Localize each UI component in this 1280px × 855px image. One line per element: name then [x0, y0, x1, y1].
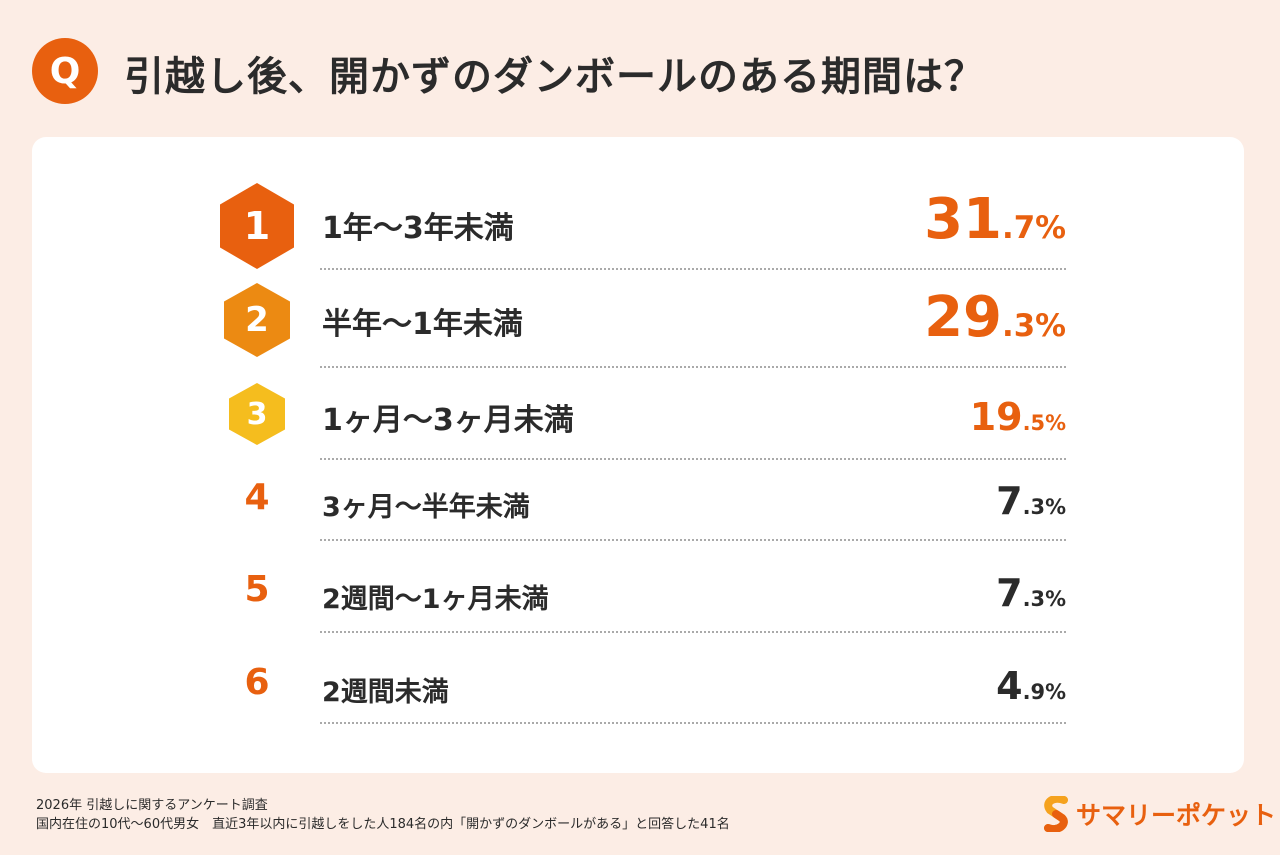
period-label: 3ヶ月〜半年未満 — [322, 492, 530, 523]
percent-value: 31.7% — [924, 187, 1066, 252]
brand-logo: サマリーポケット — [1042, 796, 1276, 832]
rank-number: 5 — [244, 569, 270, 610]
rank-3-hexagon: 3 — [229, 383, 285, 445]
percent-value: 7.3% — [996, 571, 1066, 615]
percent-value: 7.3% — [996, 479, 1066, 523]
ranking-row-2: 2 半年〜1年未満 29.3% — [32, 283, 1244, 357]
q-icon: Q — [32, 38, 98, 104]
percent-value: 4.9% — [996, 664, 1066, 708]
logo-s-icon — [1044, 796, 1068, 832]
rank-1-hexagon: 1 — [220, 183, 294, 269]
period-label: 1ヶ月〜3ヶ月未満 — [322, 403, 574, 438]
footnote-line-2: 国内在住の10代〜60代男女 直近3年以内に引越しをした人184名の内「開かずの… — [36, 817, 730, 832]
ranking-row-1: 1 1年〜3年未満 31.7% — [32, 183, 1244, 269]
ranking-row-5: 5 2週間〜1ヶ月未満 7.3% — [32, 569, 1244, 615]
ranking-row-6: 6 2週間未満 4.9% — [32, 662, 1244, 708]
period-label: 2週間〜1ヶ月未満 — [322, 584, 549, 615]
footnote-line-1: 2026年 引越しに関するアンケート調査 — [36, 798, 268, 813]
ranking-card: 1 1年〜3年未満 31.7% 2 半年〜1年未満 29.3% 3 1ヶ月〜3ヶ… — [32, 137, 1244, 773]
divider — [320, 539, 1066, 541]
divider — [320, 631, 1066, 633]
percent-value: 29.3% — [924, 285, 1066, 350]
divider — [320, 268, 1066, 270]
ranking-row-4: 4 3ヶ月〜半年未満 7.3% — [32, 477, 1244, 523]
logo-text: サマリーポケット — [1076, 801, 1277, 830]
survey-footnote: 2026年 引越しに関するアンケート調査 国内在住の10代〜60代男女 直近3年… — [36, 796, 730, 834]
divider — [320, 722, 1066, 724]
rank-2-hexagon: 2 — [224, 283, 290, 357]
rank-number: 6 — [244, 662, 270, 703]
rank-number: 4 — [244, 477, 270, 518]
percent-value: 19.5% — [969, 395, 1066, 439]
divider — [320, 366, 1066, 368]
period-label: 2週間未満 — [322, 677, 449, 708]
ranking-row-3: 3 1ヶ月〜3ヶ月未満 19.5% — [32, 383, 1244, 445]
period-label: 1年〜3年未満 — [322, 211, 514, 246]
period-label: 半年〜1年未満 — [322, 307, 523, 342]
divider — [320, 458, 1066, 460]
page-title: 引越し後、開かずのダンボールのある期間は？ — [124, 54, 985, 100]
